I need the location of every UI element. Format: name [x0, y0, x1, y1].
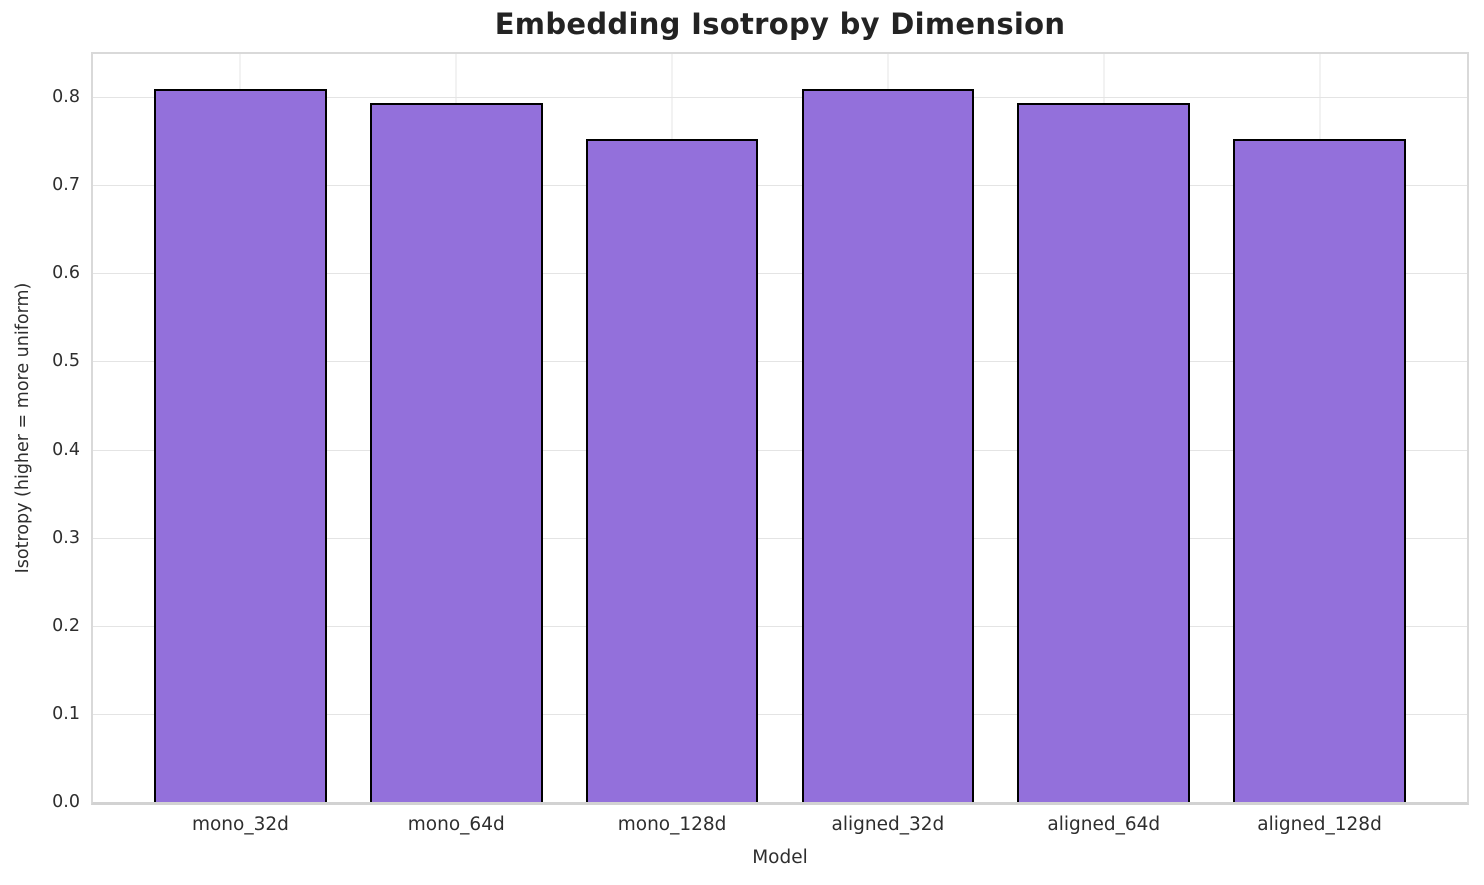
y-tick-label: 0.3 — [52, 527, 80, 548]
x-tick-label: aligned_32d — [831, 814, 945, 835]
h-gridline — [93, 449, 1467, 451]
h-gridline — [93, 361, 1467, 363]
y-tick-label: 0.1 — [52, 703, 80, 724]
plot-area — [91, 52, 1469, 805]
y-tick-label: 0.5 — [52, 351, 80, 372]
y-tick-label: 0.8 — [52, 87, 80, 108]
x-tick-label: aligned_64d — [1047, 814, 1161, 835]
x-tick-label: mono_128d — [617, 814, 727, 835]
bar-mono_64d — [369, 103, 543, 802]
y-tick-label: 0.0 — [52, 792, 80, 812]
h-gridline — [93, 273, 1467, 275]
y-tick-label: 0.6 — [52, 263, 80, 284]
h-gridline — [93, 185, 1467, 187]
y-tick-label: 0.4 — [52, 439, 80, 460]
y-tick-label: 0.7 — [52, 175, 80, 196]
chart-title: Embedding Isotropy by Dimension — [494, 7, 1066, 41]
bar-aligned_128d — [1233, 138, 1406, 802]
x-axis-label: Model — [752, 847, 808, 868]
x-tick-label: mono_64d — [407, 814, 505, 835]
bar-mono_32d — [154, 89, 327, 802]
h-gridline — [93, 537, 1467, 539]
bar-aligned_32d — [801, 89, 975, 802]
h-gridline — [93, 713, 1467, 715]
y-axis-ticks: 0.0 0.1 0.2 0.3 0.4 0.5 0.6 0.7 0.8 — [0, 54, 80, 812]
bar-aligned_64d — [1017, 103, 1191, 802]
h-gridline — [93, 625, 1467, 627]
y-tick-label: 0.2 — [52, 615, 80, 636]
x-tick-label: mono_32d — [191, 814, 289, 835]
x-axis-ticks: mono_32d mono_64d mono_128d aligned_32d alig… — [93, 814, 1467, 842]
x-tick-label: aligned_128d — [1257, 814, 1382, 835]
bar-mono_128d — [585, 138, 759, 802]
h-gridline — [93, 97, 1467, 99]
